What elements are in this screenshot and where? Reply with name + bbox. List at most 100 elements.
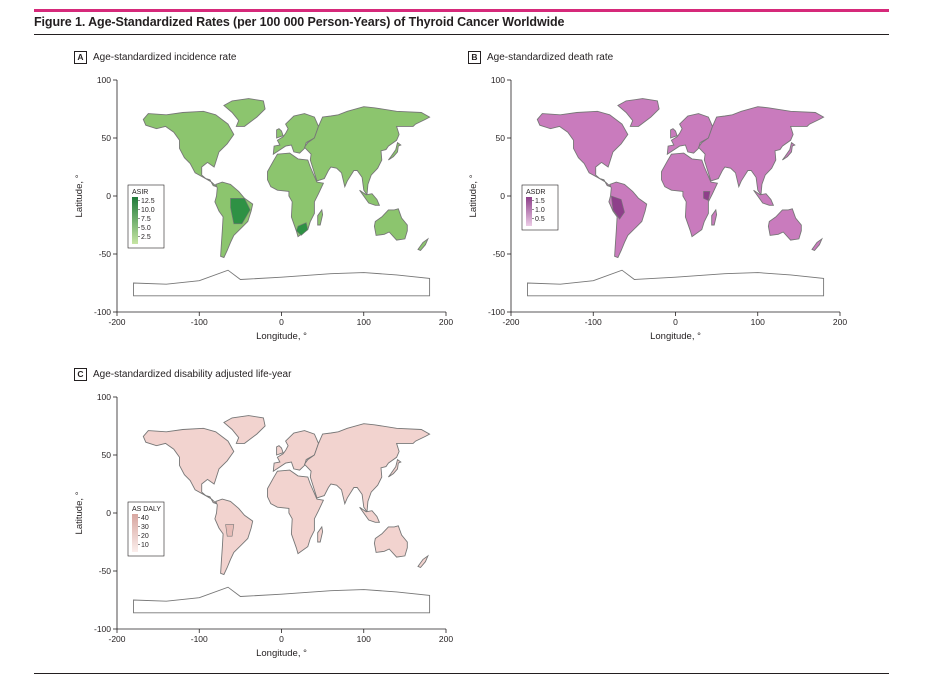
p1-legend-tick-label-1: 1.0	[535, 207, 545, 214]
p1-y-tick-label-2: 0	[500, 191, 505, 201]
p2-y-tick-label-4: -100	[94, 624, 111, 634]
panel-c-title: Age-standardized disability adjusted lif…	[93, 369, 292, 380]
p1-x-axis-label: Longitude, °	[650, 331, 701, 342]
p1-japan	[782, 141, 796, 161]
figure-title: Figure 1. Age-Standardized Rates (per 10…	[34, 15, 565, 29]
p1-europe	[666, 113, 713, 156]
p0-legend-tick-label-3: 5.0	[141, 225, 151, 232]
p2-x-axis-label: Longitude, °	[256, 648, 307, 659]
p2-legend-tick-label-3: 10	[141, 542, 149, 549]
p1-legend: ASDR 1.5 1.0 0.5	[521, 184, 559, 231]
p1-x-tick-label-4: 200	[833, 317, 847, 327]
p2-madagascar	[317, 525, 324, 543]
p2-new-zealand	[417, 554, 429, 569]
p1-madagascar	[711, 208, 718, 226]
p0-x-axis-label: Longitude, °	[256, 331, 307, 342]
p0-madagascar	[317, 208, 324, 226]
panel-c-header: C Age-standardized disability adjusted l…	[74, 368, 291, 381]
p2-x-tick-label-2: 0	[279, 634, 284, 644]
bottom-rule	[34, 673, 889, 674]
p1-legend-tick-label-2: 0.5	[535, 216, 545, 223]
p1-north-america	[536, 110, 629, 188]
p2-legend-tick-label-1: 30	[141, 524, 149, 531]
panel-a-header: A Age-standardized incidence rate	[74, 51, 236, 64]
panel-b-letter: B	[468, 51, 481, 64]
p0-antarctica	[133, 269, 431, 297]
p0-greenland	[223, 98, 266, 127]
p1-legend-title: ASDR	[526, 189, 545, 196]
p2-x-tick-label-0: -200	[108, 634, 125, 644]
p0-north-america	[142, 110, 235, 188]
p0-land	[133, 98, 431, 297]
p1-legend-tick-label-0: 1.5	[535, 198, 545, 205]
p1-andes	[610, 195, 625, 220]
panel-a-letter: A	[74, 51, 87, 64]
p2-x-tick-label-3: 100	[357, 634, 371, 644]
p0-y-axis-label: Latitude, °	[74, 174, 85, 217]
p1-y-axis-label: Latitude, °	[468, 174, 479, 217]
p1-x-tick-label-1: -100	[585, 317, 602, 327]
p1-y-tick-label-0: 100	[491, 75, 505, 85]
p0-new-zealand	[417, 237, 429, 252]
p2-y-tick-label-1: 50	[102, 450, 112, 460]
top-accent-bar	[34, 9, 889, 12]
panel-a-title: Age-standardized incidence rate	[93, 52, 237, 63]
p1-greenland	[617, 98, 660, 127]
p2-africa	[267, 469, 325, 555]
p2-asia	[303, 423, 431, 514]
p1-y-tick-label-4: -100	[488, 307, 505, 317]
p0-legend-title: ASIR	[132, 189, 148, 196]
p0-europe	[272, 113, 319, 156]
p0-legend-tick-label-4: 2.5	[141, 234, 151, 241]
panel-b-title: Age-standardized death rate	[487, 52, 614, 63]
p2-australia	[373, 525, 408, 558]
p0-legend-tick-label-1: 10.0	[141, 207, 155, 214]
p0-x-tick-label-1: -100	[191, 317, 208, 327]
p0-x-tick-label-0: -200	[108, 317, 125, 327]
p2-y-tick-label-2: 0	[106, 508, 111, 518]
p2-europe	[272, 430, 319, 473]
p1-x-tick-label-3: 100	[751, 317, 765, 327]
p2-x-tick-label-4: 200	[439, 634, 453, 644]
p1-x-tick-label-0: -200	[502, 317, 519, 327]
p0-legend-tick-label-0: 12.5	[141, 198, 155, 205]
p0-x-tick-label-2: 0	[279, 317, 284, 327]
title-rule	[34, 34, 889, 35]
p2-x-tick-label-1: -100	[191, 634, 208, 644]
p1-y-tick-label-3: -50	[493, 249, 506, 259]
p1-asia	[697, 106, 825, 197]
p0-africa	[267, 152, 325, 238]
p2-y-tick-label-0: 100	[97, 392, 111, 402]
p1-africa	[661, 152, 719, 238]
p0-y-tick-label-1: 50	[102, 133, 112, 143]
p0-y-tick-label-0: 100	[97, 75, 111, 85]
p1-east-africa	[703, 191, 711, 202]
p0-australia	[373, 208, 408, 241]
p2-legend: AS DALY 40 30 20 10	[127, 501, 165, 557]
p2-legend-tick-label-2: 20	[141, 533, 149, 540]
p0-southern-africa	[295, 222, 309, 236]
p0-south-america-core	[230, 198, 251, 225]
p2-greenland	[223, 415, 266, 444]
p0-indonesia	[359, 189, 381, 206]
p2-y-tick-label-3: -50	[99, 566, 112, 576]
p1-indonesia	[753, 189, 775, 206]
panel-c-letter: C	[74, 368, 87, 381]
p0-x-tick-label-3: 100	[357, 317, 371, 327]
panel-b-header: B Age-standardized death rate	[468, 51, 613, 64]
p1-south-america	[608, 181, 648, 259]
p0-japan	[388, 141, 402, 161]
p2-legend-title: AS DALY	[132, 506, 161, 513]
p1-new-zealand	[811, 237, 823, 252]
p1-antarctica	[527, 269, 825, 297]
p0-y-tick-label-3: -50	[99, 249, 112, 259]
p2-legend-tick-label-0: 40	[141, 515, 149, 522]
p0-uk	[276, 128, 284, 139]
p0-y-tick-label-2: 0	[106, 191, 111, 201]
p0-legend-tick-label-2: 7.5	[141, 216, 151, 223]
